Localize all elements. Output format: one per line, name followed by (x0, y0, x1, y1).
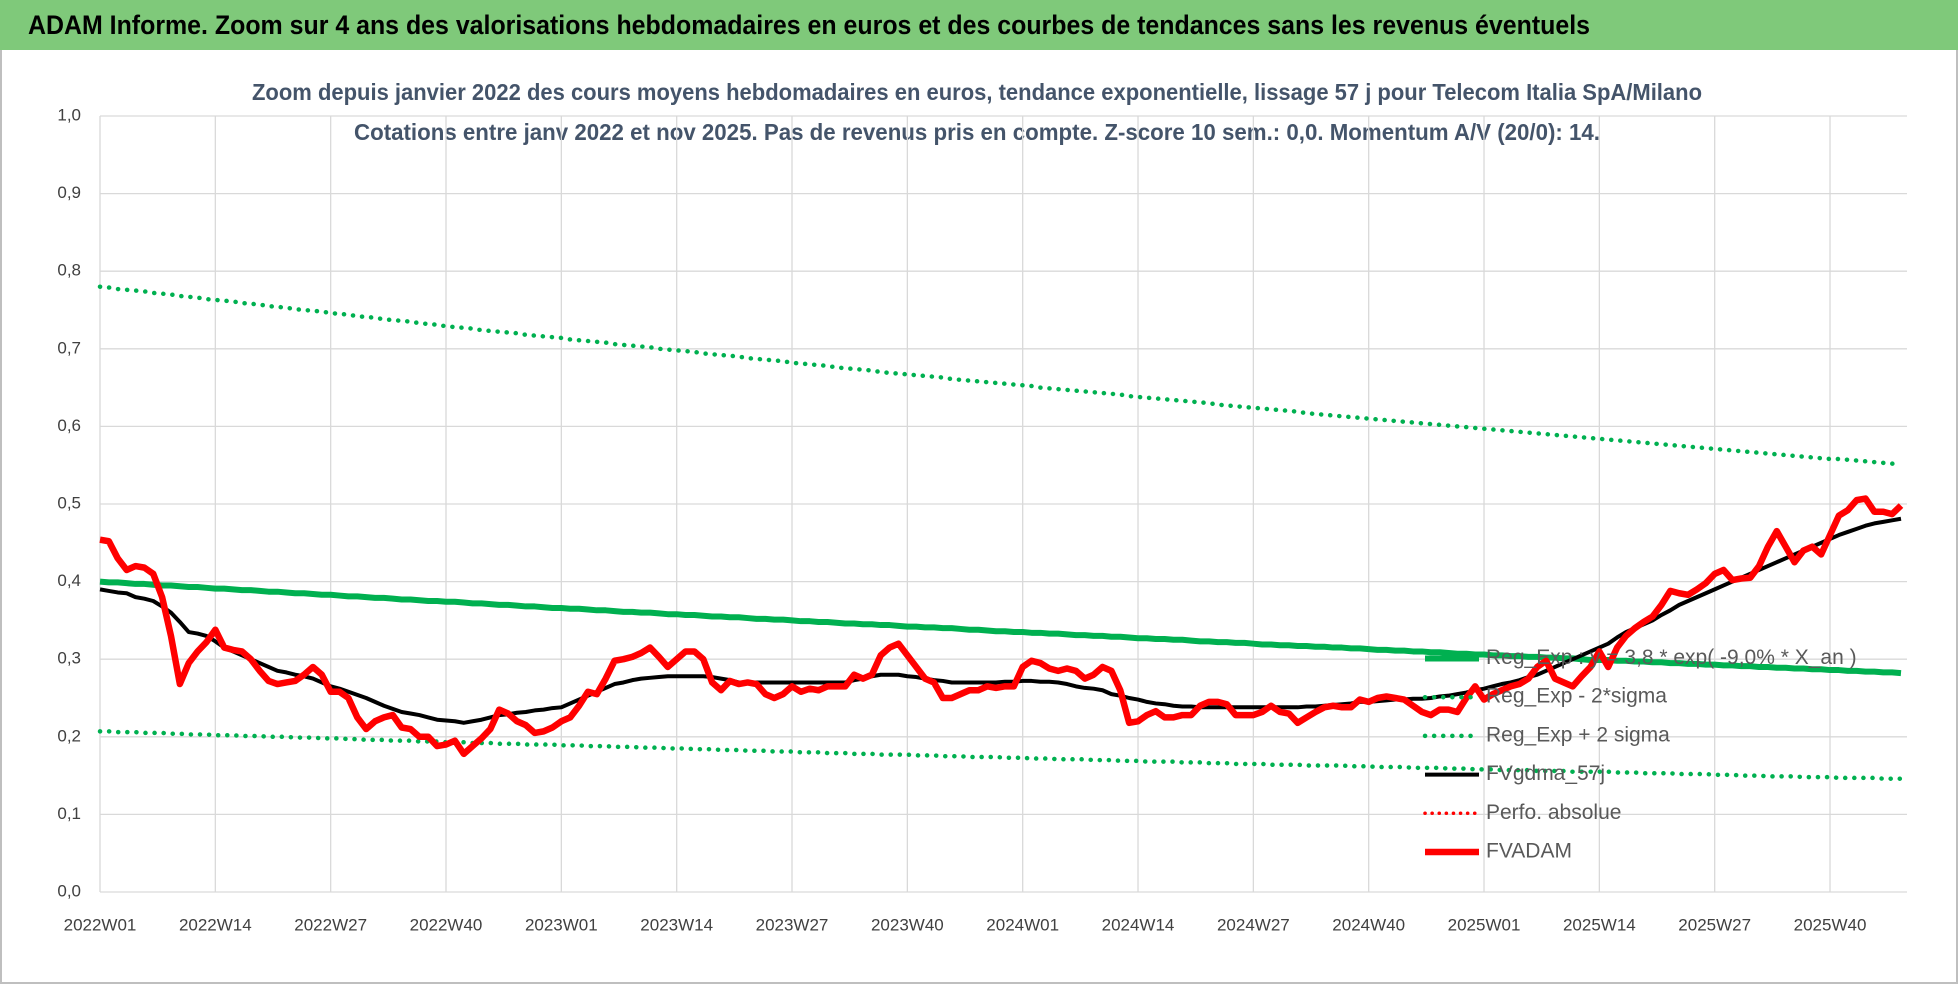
legend-label: Reg_Exp - 2*sigma (1486, 685, 1667, 708)
y-tick-label: 0,9 (57, 183, 81, 202)
x-tick-label: 2022W27 (294, 915, 367, 934)
legend-label: Reg_Exp + 2 sigma (1486, 723, 1670, 746)
y-tick-label: 0,2 (57, 726, 81, 745)
y-tick-label: 0,1 (57, 804, 81, 823)
legend-label: Perfo. absolue (1486, 801, 1621, 824)
banner (0, 0, 1958, 50)
x-tick-label: 2023W40 (871, 915, 944, 934)
banner-title: ADAM Informe. Zoom sur 4 ans des valoris… (28, 10, 1590, 40)
x-tick-label: 2022W14 (179, 915, 252, 934)
y-tick-label: 0,5 (57, 493, 81, 512)
chart-title: Zoom depuis janvier 2022 des cours moyen… (252, 79, 1702, 105)
legend-label: FVADAM (1486, 840, 1572, 863)
legend-label: Reg_Exp : y = 3,8 * exp( -9,0% * X_an ) (1486, 646, 1857, 669)
x-tick-label: 2024W01 (986, 915, 1059, 934)
y-tick-label: 0,8 (57, 261, 81, 280)
x-tick-label: 2023W27 (756, 915, 829, 934)
x-tick-label: 2023W01 (525, 915, 598, 934)
chart-subtitle: Cotations entre janv 2022 et nov 2025. P… (354, 119, 1600, 145)
x-tick-label: 2025W01 (1448, 915, 1521, 934)
series-line (99, 516, 1902, 725)
series-line (99, 495, 1904, 758)
x-tick-label: 2024W14 (1102, 915, 1175, 934)
x-tick-label: 2025W14 (1563, 915, 1636, 934)
x-tick-label: 2024W40 (1332, 915, 1405, 934)
legend-label: FVgdma_57j (1486, 762, 1605, 785)
series-line (97, 284, 1904, 467)
x-tick-label: 2022W01 (64, 915, 137, 934)
series-line (97, 729, 1904, 781)
y-tick-label: 0,7 (57, 338, 81, 357)
y-tick-label: 0,3 (57, 649, 81, 668)
y-tick-label: 1,0 (57, 105, 81, 124)
x-tick-label: 2025W40 (1794, 915, 1867, 934)
x-tick-label: 2025W27 (1678, 915, 1751, 934)
x-tick-label: 2022W40 (410, 915, 483, 934)
y-tick-label: 0,6 (57, 416, 81, 435)
x-tick-label: 2023W14 (640, 915, 713, 934)
x-tick-label: 2024W27 (1217, 915, 1290, 934)
y-tick-label: 0,4 (57, 571, 81, 590)
y-tick-label: 0,0 (57, 881, 81, 900)
